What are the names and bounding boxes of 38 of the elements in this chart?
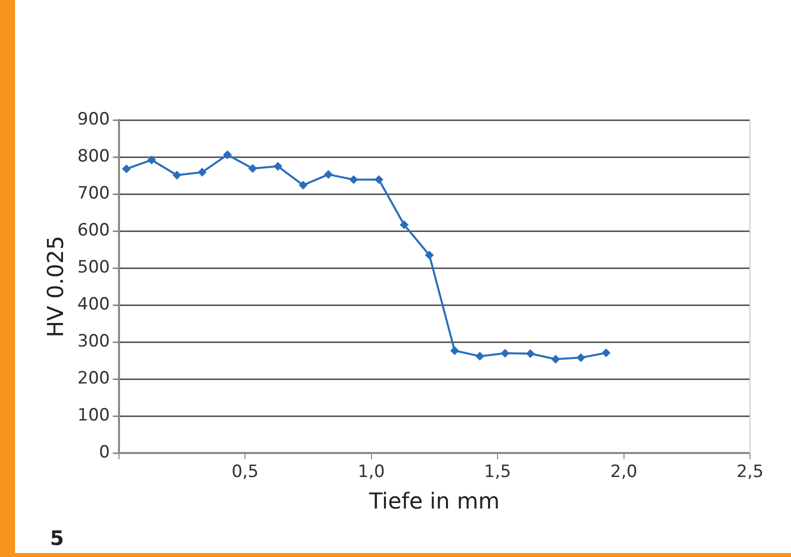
point — [299, 181, 308, 190]
y-tick-label: 700 — [77, 183, 110, 204]
x-tick-label: 0,5 — [232, 462, 259, 482]
point — [248, 164, 257, 172]
y-tick-label: 200 — [77, 368, 110, 389]
point — [122, 164, 130, 173]
y-tick-label: 0 — [99, 442, 110, 463]
x-axis-title: Tiefe in mm — [368, 490, 500, 515]
point — [501, 349, 510, 358]
point — [374, 176, 383, 184]
y-tick-label: 900 — [77, 109, 110, 130]
x-tick-label: 2,5 — [736, 462, 764, 482]
text: 5 — [50, 526, 64, 550]
y-tick-label: 400 — [77, 294, 110, 315]
point — [148, 156, 156, 164]
x-tick-label: 2,0 — [610, 462, 638, 482]
y-tick-label: 800 — [77, 146, 110, 166]
y-tick-label: 300 — [77, 332, 110, 352]
point — [350, 176, 358, 184]
x-tick-label: 1,5 — [484, 462, 512, 482]
point — [274, 162, 282, 170]
point — [324, 170, 332, 178]
point — [172, 171, 181, 180]
point — [425, 251, 434, 260]
point — [450, 346, 459, 355]
point — [198, 168, 206, 176]
point — [552, 355, 560, 364]
y-axis-title: HV 0.025 — [44, 236, 69, 338]
point — [400, 220, 408, 229]
point — [526, 350, 534, 358]
y-tick-label: 500 — [77, 258, 110, 278]
y-tick-label: 100 — [77, 406, 110, 426]
point — [476, 352, 484, 360]
point — [602, 348, 610, 357]
point — [576, 354, 585, 362]
y-tick-label: 600 — [77, 220, 110, 240]
x-tick-label: 1,0 — [358, 462, 385, 482]
point — [223, 150, 232, 159]
